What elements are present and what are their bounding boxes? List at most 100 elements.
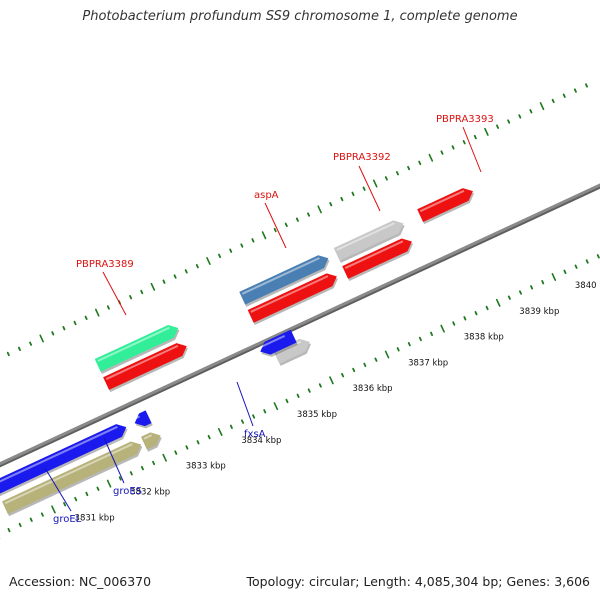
genes-layer — [0, 188, 475, 517]
gene-arrow — [140, 432, 161, 450]
minor-tick — [140, 465, 144, 471]
gene-arrow — [134, 410, 152, 427]
minor-tick — [351, 191, 355, 197]
gene-arrow — [417, 188, 473, 222]
minor-tick — [507, 119, 511, 124]
minor-tick — [518, 290, 522, 295]
genes-label: Genes: — [506, 574, 551, 589]
callout-line — [103, 437, 125, 484]
minor-tick — [84, 315, 88, 321]
gene-label: groEL — [53, 514, 82, 525]
major-tick — [551, 273, 557, 281]
minor-tick — [162, 279, 166, 284]
minor-tick — [196, 440, 200, 445]
minor-tick — [585, 259, 589, 264]
minor-tick — [341, 372, 345, 378]
major-tick — [150, 282, 156, 291]
minor-tick — [29, 517, 33, 522]
minor-tick — [40, 512, 44, 517]
major-tick — [261, 231, 267, 240]
minor-tick — [240, 243, 244, 248]
minor-tick — [451, 145, 455, 150]
genome-summary: Topology: circular; Length: 4,085,304 bp; Ge… — [246, 574, 590, 589]
gene-arrow — [2, 441, 142, 515]
major-tick — [39, 334, 44, 343]
minor-tick — [374, 357, 378, 362]
minor-tick — [362, 186, 366, 191]
major-tick — [329, 376, 334, 385]
major-tick — [94, 308, 100, 317]
backbone-shadow — [0, 184, 600, 468]
gene-arrow — [333, 220, 404, 261]
minor-tick — [463, 316, 467, 321]
minor-tick — [273, 227, 277, 233]
minor-tick — [229, 424, 233, 429]
backbone-line — [0, 183, 600, 466]
minor-tick — [407, 341, 411, 347]
major-tick — [51, 505, 56, 514]
minor-tick — [462, 140, 466, 145]
map-title: Photobacterium profundum SS9 chromosome … — [82, 9, 518, 24]
scale-label: 3836 kbp — [353, 384, 393, 394]
callout-line — [236, 381, 254, 427]
gene-highlight — [336, 222, 395, 251]
minor-tick — [430, 331, 434, 336]
scale-label: 3840 kbp — [575, 281, 600, 291]
gene-arrow — [239, 255, 329, 305]
minor-tick — [129, 295, 133, 300]
scale-label: 3839 kbp — [519, 307, 559, 317]
gene-label: PBPRA3393 — [436, 114, 494, 125]
scale-label: 3832 kbp — [130, 488, 170, 498]
minor-tick — [418, 160, 422, 166]
gene-highlight — [143, 434, 153, 440]
minor-tick — [85, 491, 89, 497]
minor-tick — [318, 383, 322, 388]
gene-highlight — [241, 257, 320, 295]
major-tick — [428, 153, 434, 162]
minor-tick — [129, 471, 133, 476]
minor-tick — [507, 295, 511, 300]
minor-tick — [229, 248, 233, 253]
minor-tick — [307, 388, 311, 393]
major-tick — [317, 205, 322, 214]
minor-tick — [195, 264, 199, 269]
minor-tick — [574, 264, 578, 269]
tick-row-lower — [0, 254, 600, 539]
minor-tick — [563, 269, 567, 275]
scale-label: 3837 kbp — [408, 358, 448, 368]
minor-tick — [184, 269, 188, 274]
backbone-layer — [0, 183, 600, 468]
gene-highlight — [0, 425, 118, 483]
minor-tick — [96, 486, 100, 491]
gene-label: fxsA — [244, 429, 266, 440]
major-tick — [372, 179, 378, 188]
minor-tick — [63, 502, 67, 507]
topology-label: Topology: — [246, 574, 305, 589]
callout-line — [358, 165, 381, 212]
minor-tick — [352, 367, 356, 373]
gene-arrow — [273, 338, 310, 364]
major-tick — [384, 350, 390, 359]
gene-highlight — [259, 334, 286, 349]
minor-tick — [363, 362, 367, 367]
minor-tick — [218, 253, 222, 259]
callout-line — [264, 202, 287, 249]
minor-tick — [485, 305, 489, 311]
minor-tick — [395, 171, 399, 176]
minor-tick — [340, 196, 344, 202]
minor-tick — [530, 285, 534, 290]
minor-tick — [452, 321, 456, 326]
scale-label: 3831 kbp — [75, 513, 115, 523]
minor-tick — [7, 527, 11, 533]
minor-tick — [529, 109, 533, 114]
major-tick — [217, 427, 223, 436]
minor-tick — [473, 134, 477, 140]
gene-label: PBPRA3389 — [76, 259, 134, 270]
minor-tick — [562, 93, 566, 98]
minor-tick — [118, 476, 122, 481]
minor-tick — [241, 419, 244, 424]
gene-label: PBPRA3392 — [333, 152, 391, 163]
minor-tick — [440, 150, 444, 155]
minor-tick — [496, 124, 500, 129]
callout-line — [462, 126, 482, 173]
